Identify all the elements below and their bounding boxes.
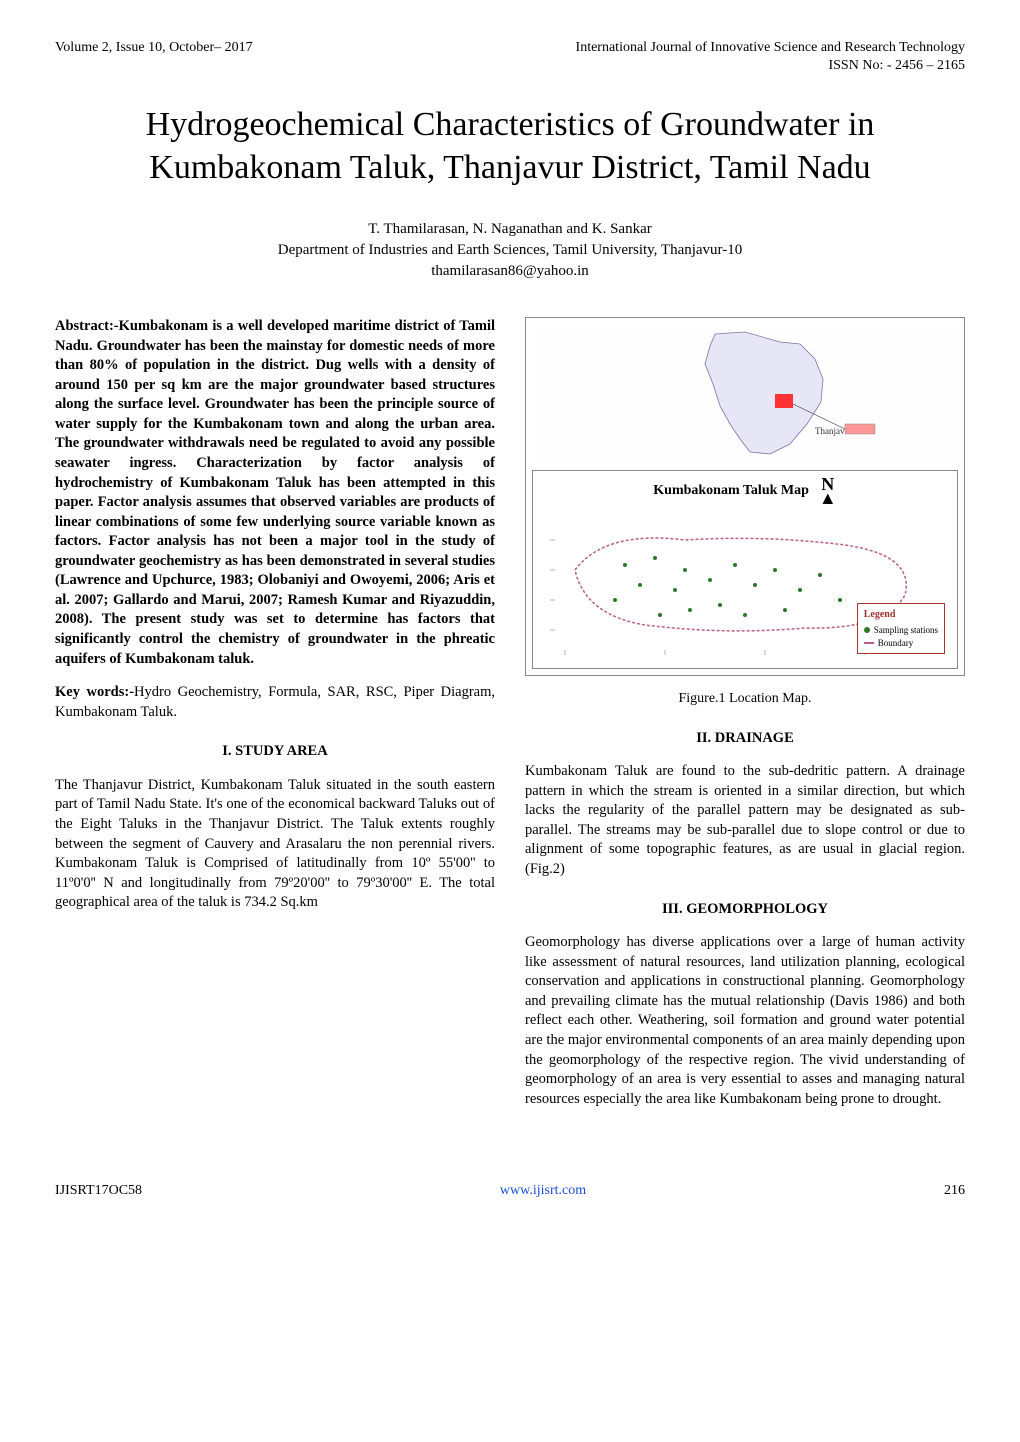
- abstract-text: Kumbakonam is a well developed maritime …: [55, 318, 495, 667]
- issn-number: ISSN No: - 2456 – 2165: [55, 58, 965, 74]
- keywords-label: Key words:-: [55, 684, 134, 700]
- district-highlight: [775, 394, 793, 408]
- section-1-body: The Thanjavur District, Kumbakonam Taluk…: [55, 776, 495, 913]
- page-footer: IJISRT17OC58 www.ijisrt.com 216: [55, 1183, 965, 1199]
- journal-issue: Volume 2, Issue 10, October– 2017: [55, 40, 253, 56]
- author-affiliation: Department of Industries and Earth Scien…: [55, 240, 965, 261]
- paper-title: Hydrogeochemical Characteristics of Grou…: [55, 104, 965, 189]
- marker-swatch: [845, 424, 875, 434]
- keywords: Key words:-Hydro Geochemistry, Formula, …: [55, 683, 495, 722]
- legend-label: Sampling stations: [874, 624, 938, 636]
- legend-swatch-icon: [864, 627, 870, 633]
- section-2-body: Kumbakonam Taluk are found to the sub-de…: [525, 762, 965, 879]
- author-names: T. Thamilarasan, N. Naganathan and K. Sa…: [55, 219, 965, 240]
- map-legend: Legend Sampling stations Boundary: [857, 603, 945, 654]
- right-column: Thanjavur Kumbakonam Taluk Map N▲: [525, 317, 965, 1123]
- legend-title: Legend: [864, 608, 938, 622]
- legend-label: Boundary: [878, 637, 914, 649]
- paper-id: IJISRT17OC58: [55, 1183, 142, 1199]
- section-1-heading: I. STUDY AREA: [55, 742, 495, 762]
- scale-ticks: [565, 650, 865, 655]
- page-number: 216: [944, 1183, 965, 1199]
- state-outline-svg: Thanjavur: [532, 324, 958, 464]
- section-3-body: Geomorphology has diverse applications o…: [525, 933, 965, 1109]
- author-block: T. Thamilarasan, N. Naganathan and K. Sa…: [55, 219, 965, 282]
- section-2-heading: II. DRAINAGE: [525, 729, 965, 749]
- figure-1: Thanjavur Kumbakonam Taluk Map N▲: [525, 317, 965, 676]
- lat-ticks: [550, 540, 555, 630]
- journal-name: International Journal of Innovative Scie…: [576, 40, 965, 56]
- figure-1-caption: Figure.1 Location Map.: [525, 690, 965, 709]
- inset-state-map: Thanjavur: [532, 324, 958, 464]
- sampling-stations: [613, 556, 842, 617]
- legend-swatch-icon: [864, 642, 874, 644]
- section-3-heading: III. GEOMORPHOLOGY: [525, 900, 965, 920]
- state-shape: [705, 332, 823, 454]
- north-arrow-icon: N▲: [819, 477, 837, 506]
- taluk-map-container: Kumbakonam Taluk Map N▲: [532, 470, 958, 669]
- author-email: thamilarasan86@yahoo.in: [55, 261, 965, 282]
- legend-item: Sampling stations: [864, 624, 938, 636]
- journal-url: www.ijisrt.com: [500, 1183, 586, 1199]
- map-title: Kumbakonam Taluk Map: [653, 482, 809, 501]
- left-column: Abstract:-Kumbakonam is a well developed…: [55, 317, 495, 1123]
- legend-item: Boundary: [864, 637, 938, 649]
- abstract-label: Abstract:-: [55, 318, 119, 334]
- taluk-map: Legend Sampling stations Boundary: [539, 510, 951, 660]
- abstract: Abstract:-Kumbakonam is a well developed…: [55, 317, 495, 669]
